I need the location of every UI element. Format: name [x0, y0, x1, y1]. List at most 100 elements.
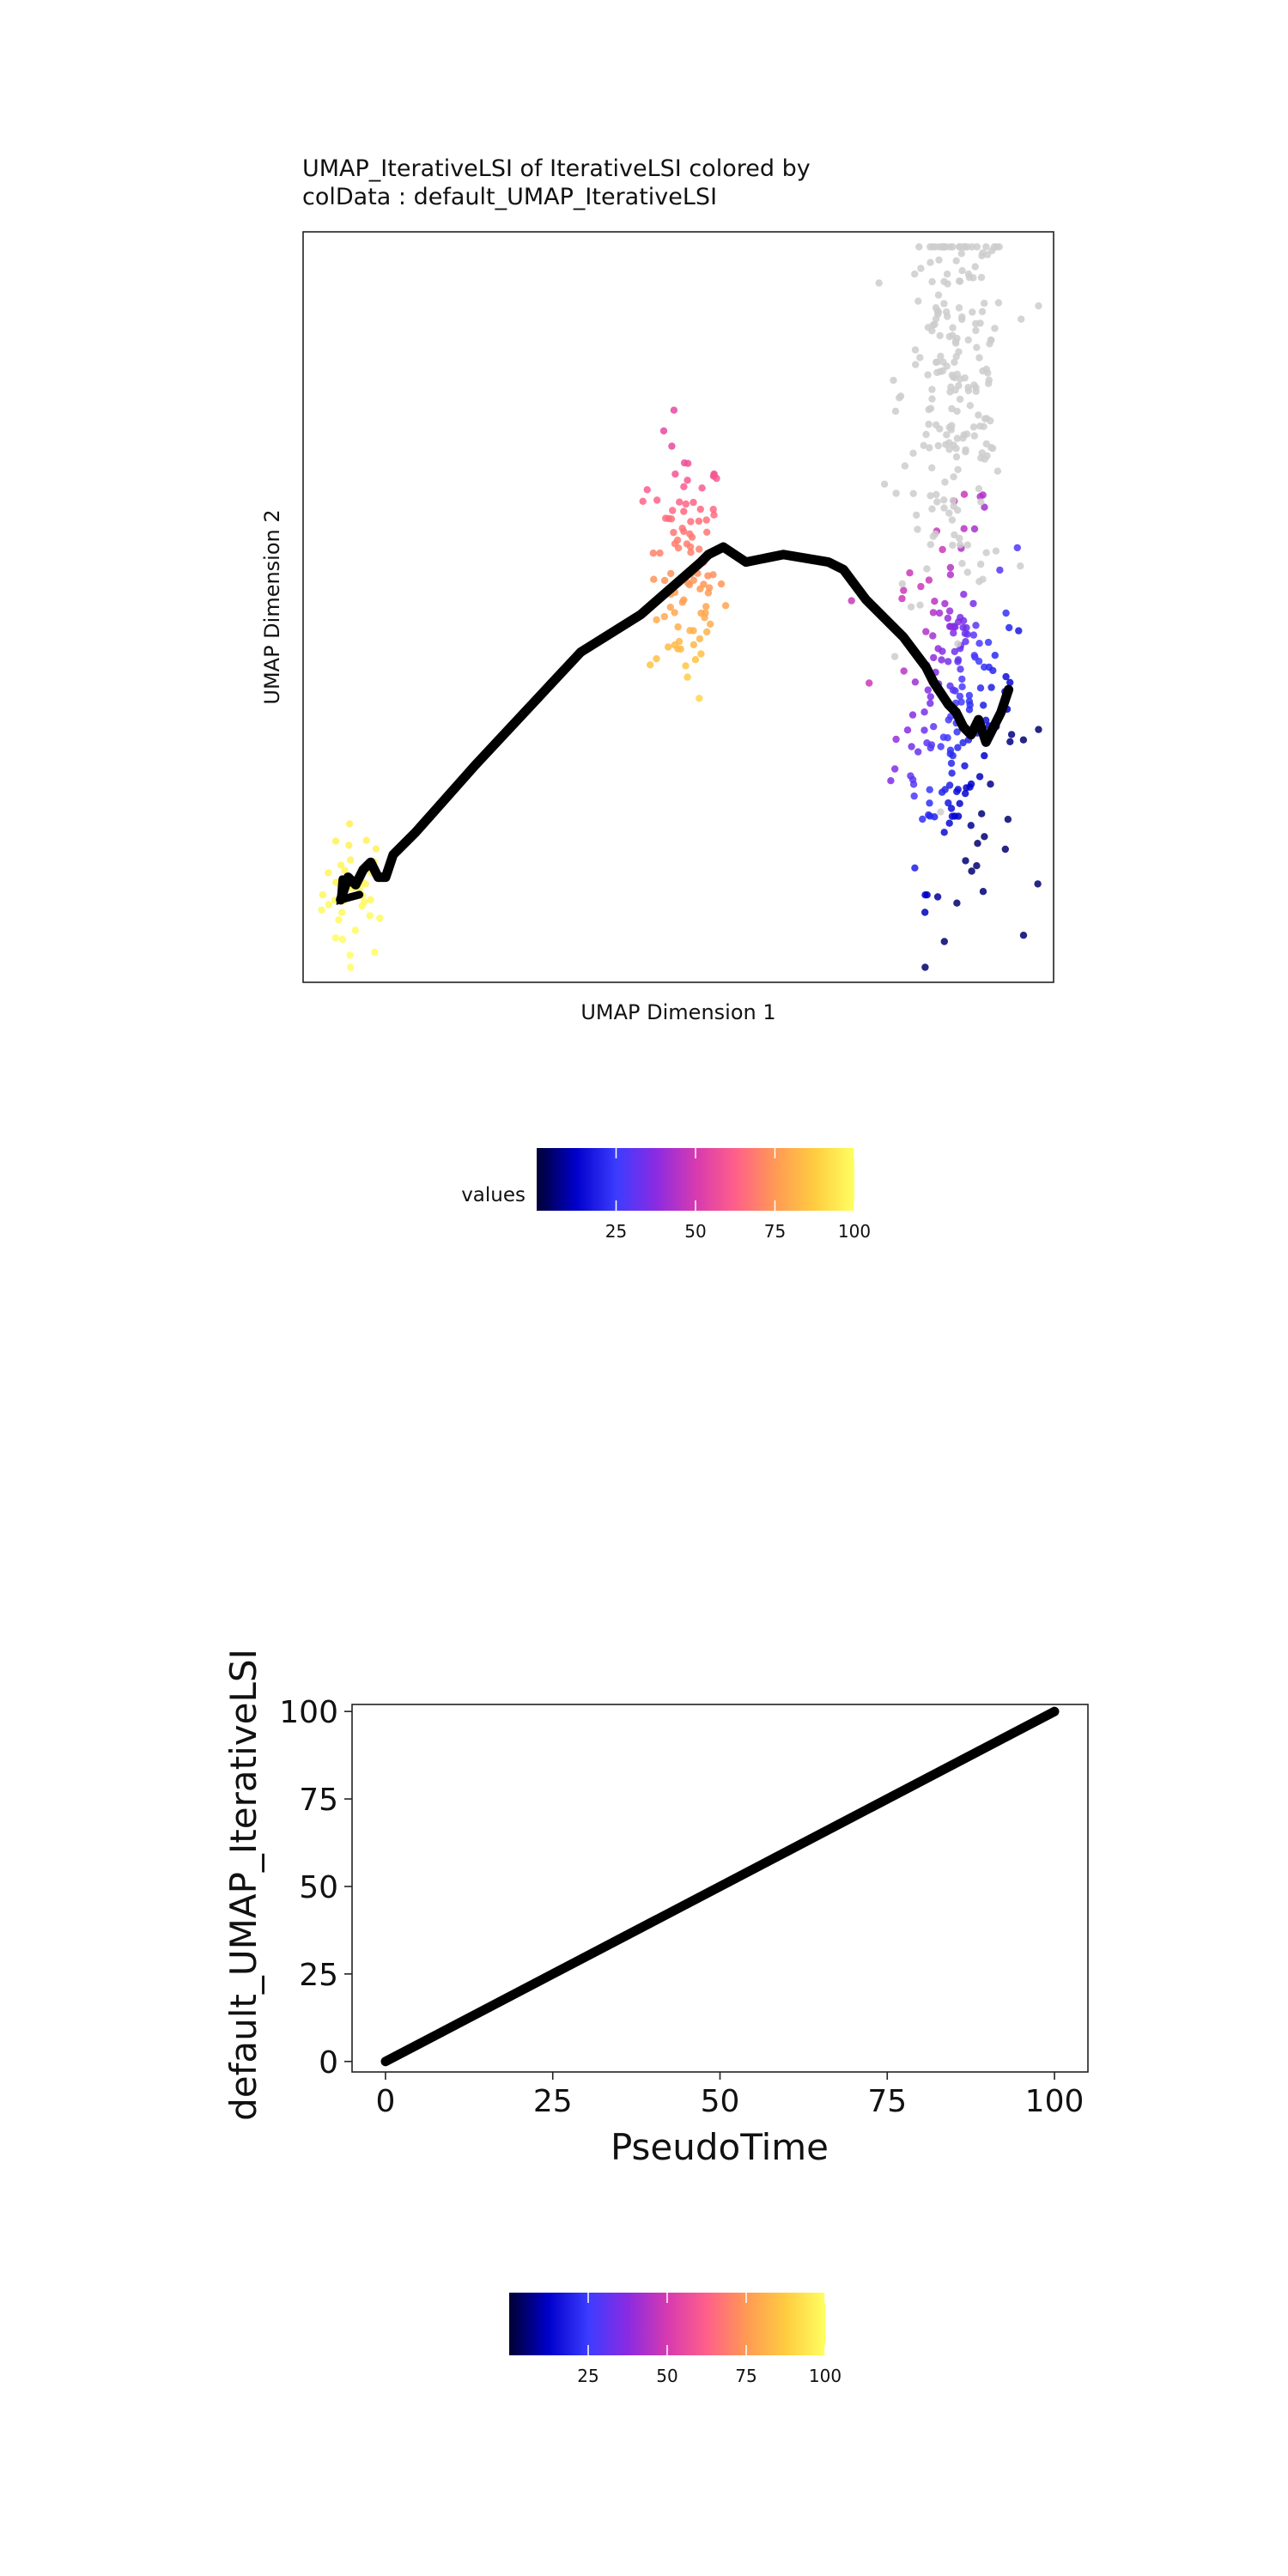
- umap-point: [960, 490, 969, 498]
- umap-point: [717, 580, 726, 588]
- umap-point: [939, 647, 946, 655]
- umap-point: [953, 434, 962, 442]
- umap-point: [919, 815, 927, 823]
- umap-point: [319, 890, 327, 899]
- umap-point: [935, 243, 944, 251]
- umap-point: [946, 243, 954, 251]
- umap-point: [945, 607, 954, 615]
- umap-point: [981, 751, 988, 760]
- umap-point: [331, 934, 340, 942]
- umap-point: [347, 856, 355, 864]
- umap-point: [946, 746, 955, 754]
- umap-point: [927, 258, 934, 266]
- umap-point: [940, 829, 948, 836]
- umap-point: [993, 467, 1002, 475]
- umap-point: [922, 628, 930, 635]
- umap-point: [695, 517, 703, 526]
- umap-point: [705, 584, 714, 592]
- umap-point: [976, 319, 984, 327]
- umap-point: [1019, 736, 1028, 744]
- umap-point: [939, 545, 946, 554]
- umap-point: [939, 358, 947, 366]
- umap-point: [929, 632, 937, 640]
- colorbar-tick-label: 25: [605, 1221, 627, 1242]
- umap-point: [950, 629, 957, 637]
- umap-point: [980, 702, 987, 709]
- umap-point: [996, 566, 1004, 574]
- umap-point: [702, 516, 710, 524]
- umap-point: [967, 822, 975, 829]
- umap-point: [978, 252, 986, 260]
- umap-point: [680, 507, 688, 515]
- umap-point: [367, 896, 374, 904]
- colorbar-tick-label: 75: [735, 2366, 756, 2386]
- umap-point: [945, 819, 953, 827]
- umap-point: [940, 504, 948, 512]
- trajectory-arrowhead: [336, 875, 364, 905]
- umap-point: [945, 716, 952, 724]
- umap-point: [690, 576, 697, 584]
- umap-point: [707, 620, 714, 628]
- umap-point: [896, 394, 903, 402]
- umap-point: [994, 299, 1003, 307]
- umap-point: [937, 808, 945, 816]
- umap-point: [964, 386, 973, 395]
- umap-point: [945, 446, 953, 453]
- x-axis-label: UMAP Dimension 1: [580, 1000, 775, 1024]
- umap-point: [650, 575, 658, 583]
- umap-chart: UMAP_IterativeLSI of IterativeLSI colore…: [260, 155, 1054, 1242]
- pseudotime-axes: 0 25 50 75 100 0 25 50 75 100: [279, 1695, 1084, 2119]
- umap-point: [952, 445, 960, 453]
- umap-point: [955, 348, 963, 355]
- umap-point: [924, 371, 932, 379]
- umap-point: [656, 549, 664, 557]
- umap-point: [953, 787, 961, 796]
- umap-point: [703, 528, 711, 536]
- umap-point: [660, 612, 668, 621]
- umap-point: [928, 327, 936, 335]
- umap-point: [688, 533, 696, 541]
- umap-point: [917, 582, 925, 591]
- umap-point: [887, 777, 895, 785]
- umap-point: [698, 484, 706, 492]
- umap-point: [944, 614, 952, 623]
- umap-point: [890, 376, 897, 385]
- umap-point: [649, 550, 657, 557]
- umap-point: [927, 699, 934, 708]
- umap-point: [338, 908, 346, 916]
- x-tick-label: 0: [376, 2084, 396, 2119]
- umap-point: [959, 738, 967, 747]
- umap-point: [932, 315, 940, 323]
- umap-point: [973, 343, 981, 351]
- umap-point: [677, 645, 684, 653]
- umap-point: [660, 576, 669, 585]
- umap-point: [955, 304, 963, 312]
- umap-point: [979, 491, 987, 499]
- umap-point: [981, 833, 988, 841]
- umap-point: [848, 597, 855, 605]
- umap-point: [969, 599, 977, 608]
- pseudotime-y-label: default_UMAP_IterativeLSI: [222, 1649, 264, 2121]
- umap-point: [361, 880, 369, 888]
- umap-point: [989, 666, 997, 675]
- umap-point: [988, 246, 996, 254]
- umap-point: [908, 743, 915, 750]
- umap-point: [947, 759, 956, 768]
- umap-point: [1005, 623, 1013, 632]
- x-tick-label: 100: [1025, 2084, 1084, 2119]
- umap-point: [954, 656, 963, 664]
- umap-point: [936, 425, 944, 433]
- umap-point: [934, 441, 943, 450]
- umap-point: [1015, 627, 1023, 635]
- umap-point: [676, 498, 683, 506]
- umap-point: [965, 691, 974, 700]
- umap-point: [901, 462, 909, 470]
- umap-point: [948, 404, 956, 413]
- umap-point: [949, 324, 957, 331]
- umap-point: [671, 609, 678, 617]
- umap-point: [954, 744, 962, 751]
- umap-point: [875, 279, 883, 287]
- umap-point: [1006, 738, 1014, 745]
- umap-point: [332, 878, 340, 886]
- umap-point: [957, 375, 964, 383]
